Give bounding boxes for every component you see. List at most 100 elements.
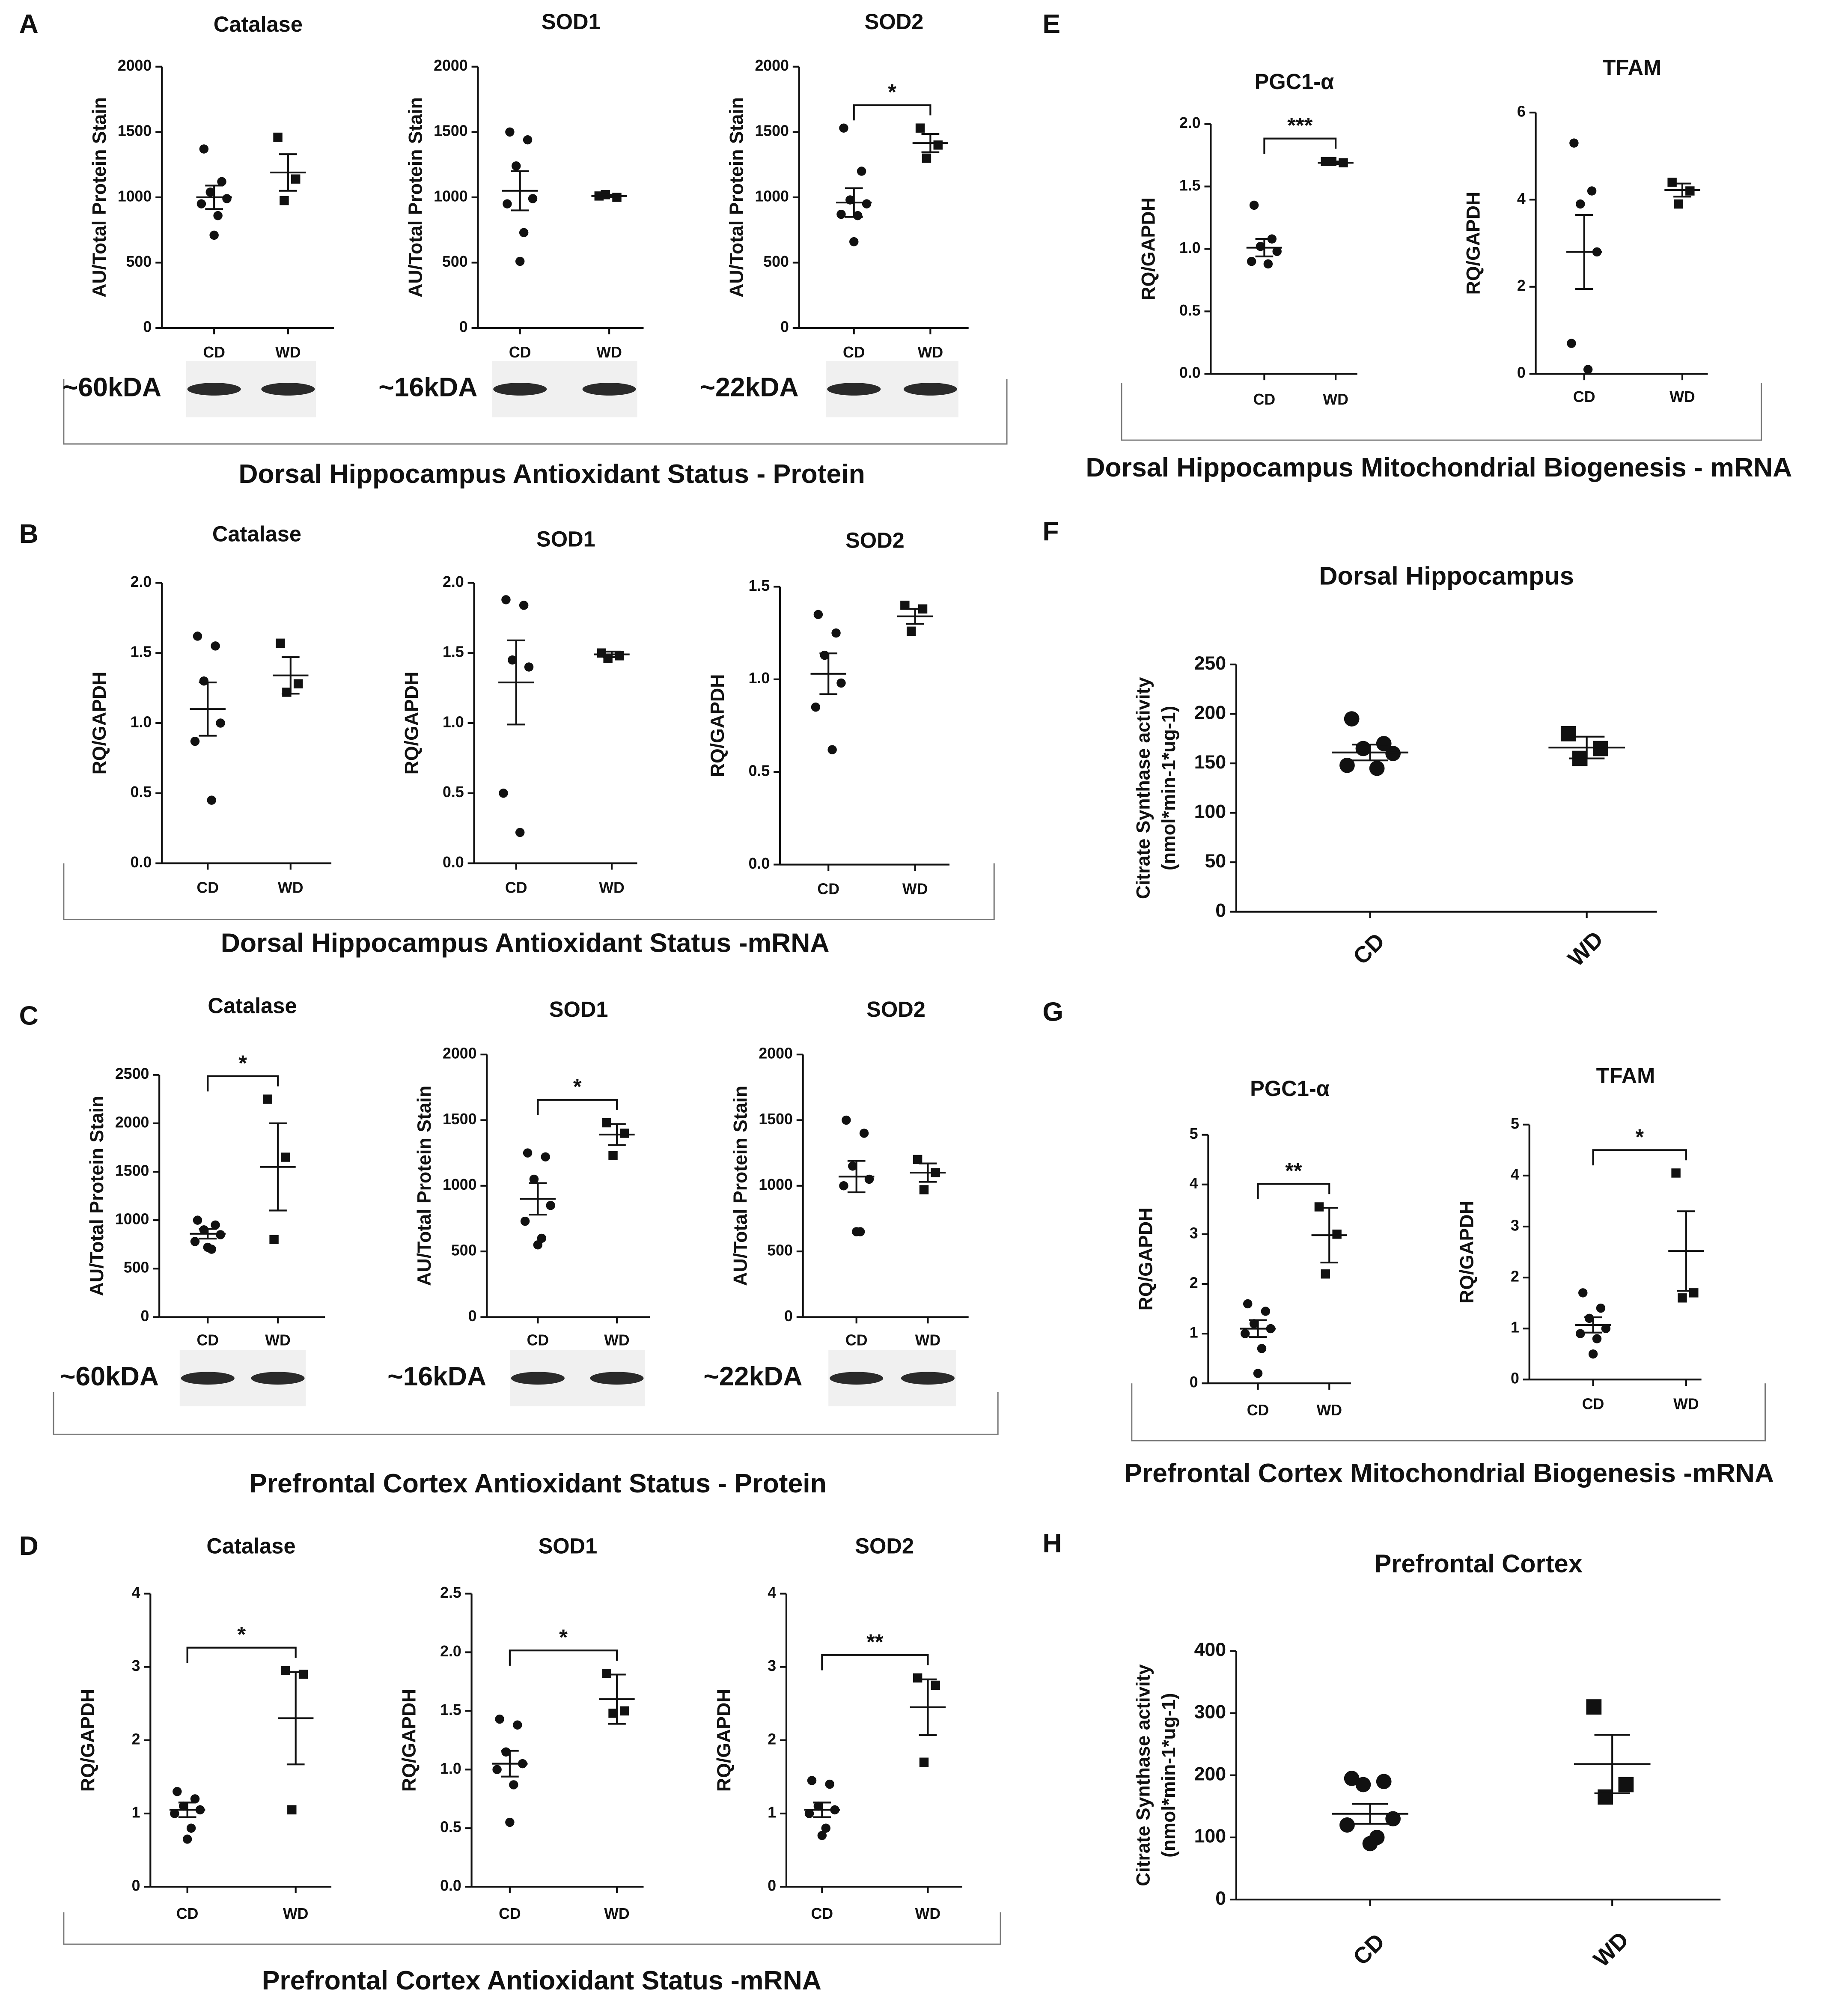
y-tick-label: 0 [1511, 1370, 1519, 1387]
chart-title: PGC1-α [1250, 1076, 1330, 1101]
data-point [269, 1235, 279, 1245]
bracket [1131, 1383, 1766, 1441]
y-tick-label: 2.0 [131, 573, 152, 590]
y-tick-label: 3 [1190, 1224, 1198, 1242]
data-point [931, 1680, 940, 1690]
data-point [900, 600, 910, 610]
x-tick-label: WD [1323, 391, 1348, 408]
y-tick-label: 1000 [434, 188, 467, 205]
data-point [1261, 1307, 1271, 1316]
y-tick-label: 0.5 [440, 1819, 461, 1836]
data-point [523, 135, 533, 145]
y-tick-label: 250 [1194, 653, 1226, 674]
y-tick-label: 0 [1190, 1374, 1198, 1391]
panel-letter: B [19, 519, 39, 549]
y-tick-label: 150 [1194, 752, 1226, 773]
y-tick-label: 1000 [443, 1176, 476, 1193]
data-point [495, 1714, 504, 1724]
blot-label: ~22kDA [700, 372, 799, 402]
data-point [515, 256, 525, 266]
data-point [1598, 1789, 1613, 1805]
x-tick-label: WD [604, 1331, 630, 1349]
panel-letter: D [19, 1531, 39, 1561]
bracket [53, 1392, 999, 1435]
y-tick-label: 0.5 [443, 783, 464, 801]
data-point [509, 1780, 518, 1790]
data-point [1674, 199, 1683, 209]
data-point [851, 1227, 861, 1236]
data-point [1596, 1303, 1606, 1313]
x-tick-label: WD [1669, 388, 1695, 405]
chart-title: Dorsal Hippocampus [1319, 561, 1574, 590]
data-point [523, 1148, 533, 1158]
panel-caption: Dorsal Hippocampus Antioxidant Status - … [238, 459, 865, 489]
y-tick-label: 0.5 [131, 783, 152, 801]
data-point [1243, 1299, 1253, 1309]
panel-letter: C [19, 1001, 39, 1030]
chart-title: Catalase [206, 1534, 295, 1558]
y-tick-label: 1.5 [440, 1701, 461, 1718]
data-point [199, 144, 209, 154]
blot-label: ~16kDA [378, 372, 477, 402]
data-point [520, 1216, 530, 1226]
data-point [1567, 339, 1576, 348]
blot-band [187, 383, 241, 396]
data-point [512, 161, 521, 171]
x-tick-label: CD [1582, 1395, 1604, 1412]
data-point [1314, 1202, 1324, 1212]
data-point [1257, 1344, 1267, 1353]
data-point [602, 1669, 611, 1678]
y-tick-label: 100 [1194, 1826, 1226, 1847]
data-point [1618, 1777, 1634, 1793]
x-tick-label: WD [278, 879, 304, 896]
data-point [533, 1240, 543, 1250]
panel-letter: A [19, 9, 39, 39]
y-tick-label: 5 [1511, 1115, 1519, 1132]
y-tick-label: 1000 [759, 1176, 792, 1193]
chart-title: TFAM [1596, 1063, 1655, 1088]
data-point [907, 626, 916, 636]
blot-band [590, 1372, 644, 1385]
data-point [216, 718, 225, 728]
y-axis-label: RQ/GAPDH [707, 674, 728, 777]
data-point [1592, 1334, 1602, 1343]
data-point [1263, 259, 1273, 269]
blot-band [830, 1372, 884, 1385]
significance-label: * [1635, 1125, 1644, 1149]
data-point [505, 1817, 515, 1827]
x-tick-label: CD [843, 344, 865, 361]
data-point [1578, 1288, 1588, 1298]
data-point [1586, 1699, 1602, 1715]
data-point [281, 1666, 290, 1675]
y-tick-label: 2000 [759, 1045, 792, 1062]
data-point [1385, 1811, 1401, 1827]
y-axis-label: RQ/GAPDH [77, 1689, 98, 1792]
significance-bracket [186, 1647, 297, 1663]
y-tick-label: 0.5 [749, 762, 770, 780]
data-point [173, 1787, 182, 1796]
data-point [1339, 757, 1355, 773]
y-tick-label: 1500 [118, 122, 152, 140]
y-tick-label: 0 [143, 318, 152, 335]
data-point [499, 789, 508, 798]
significance-label: * [573, 1075, 582, 1099]
x-tick-label: CD [505, 879, 527, 896]
data-point [196, 199, 206, 208]
data-point [913, 1673, 923, 1683]
x-tick-label: CD [845, 1331, 868, 1349]
significance-bracket [1257, 1183, 1330, 1200]
data-point [1256, 241, 1265, 251]
blot-band [903, 383, 957, 396]
data-point [1576, 199, 1585, 209]
y-tick-label: 1 [1190, 1324, 1198, 1341]
data-point [919, 1185, 929, 1194]
data-point [608, 1709, 618, 1718]
data-point [836, 678, 846, 688]
data-point [524, 662, 534, 672]
data-point [519, 601, 529, 610]
data-point [1671, 1168, 1681, 1178]
data-point [804, 1809, 814, 1818]
x-tick-label: WD [596, 344, 622, 361]
y-tick-label: 3 [768, 1657, 776, 1674]
